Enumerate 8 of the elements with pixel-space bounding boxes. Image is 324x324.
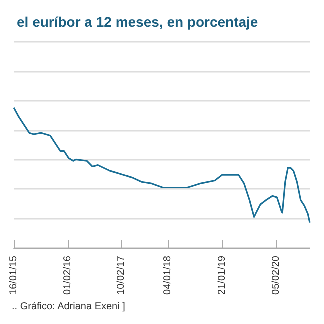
x-tick-label: 05/02/20 (270, 256, 282, 295)
x-tick-label: 01/02/16 (62, 256, 74, 295)
chart-title: el euríbor a 12 meses, en porcentaje (17, 14, 258, 30)
x-tick-label: 04/01/18 (162, 256, 174, 295)
x-tick-label: 10/02/17 (116, 256, 127, 295)
text: .. Gráfico: Adriana Exeni ] (12, 302, 126, 312)
x-tick-label: 16/01/15 (8, 256, 20, 295)
x-tick-label: 21/01/19 (216, 256, 228, 295)
